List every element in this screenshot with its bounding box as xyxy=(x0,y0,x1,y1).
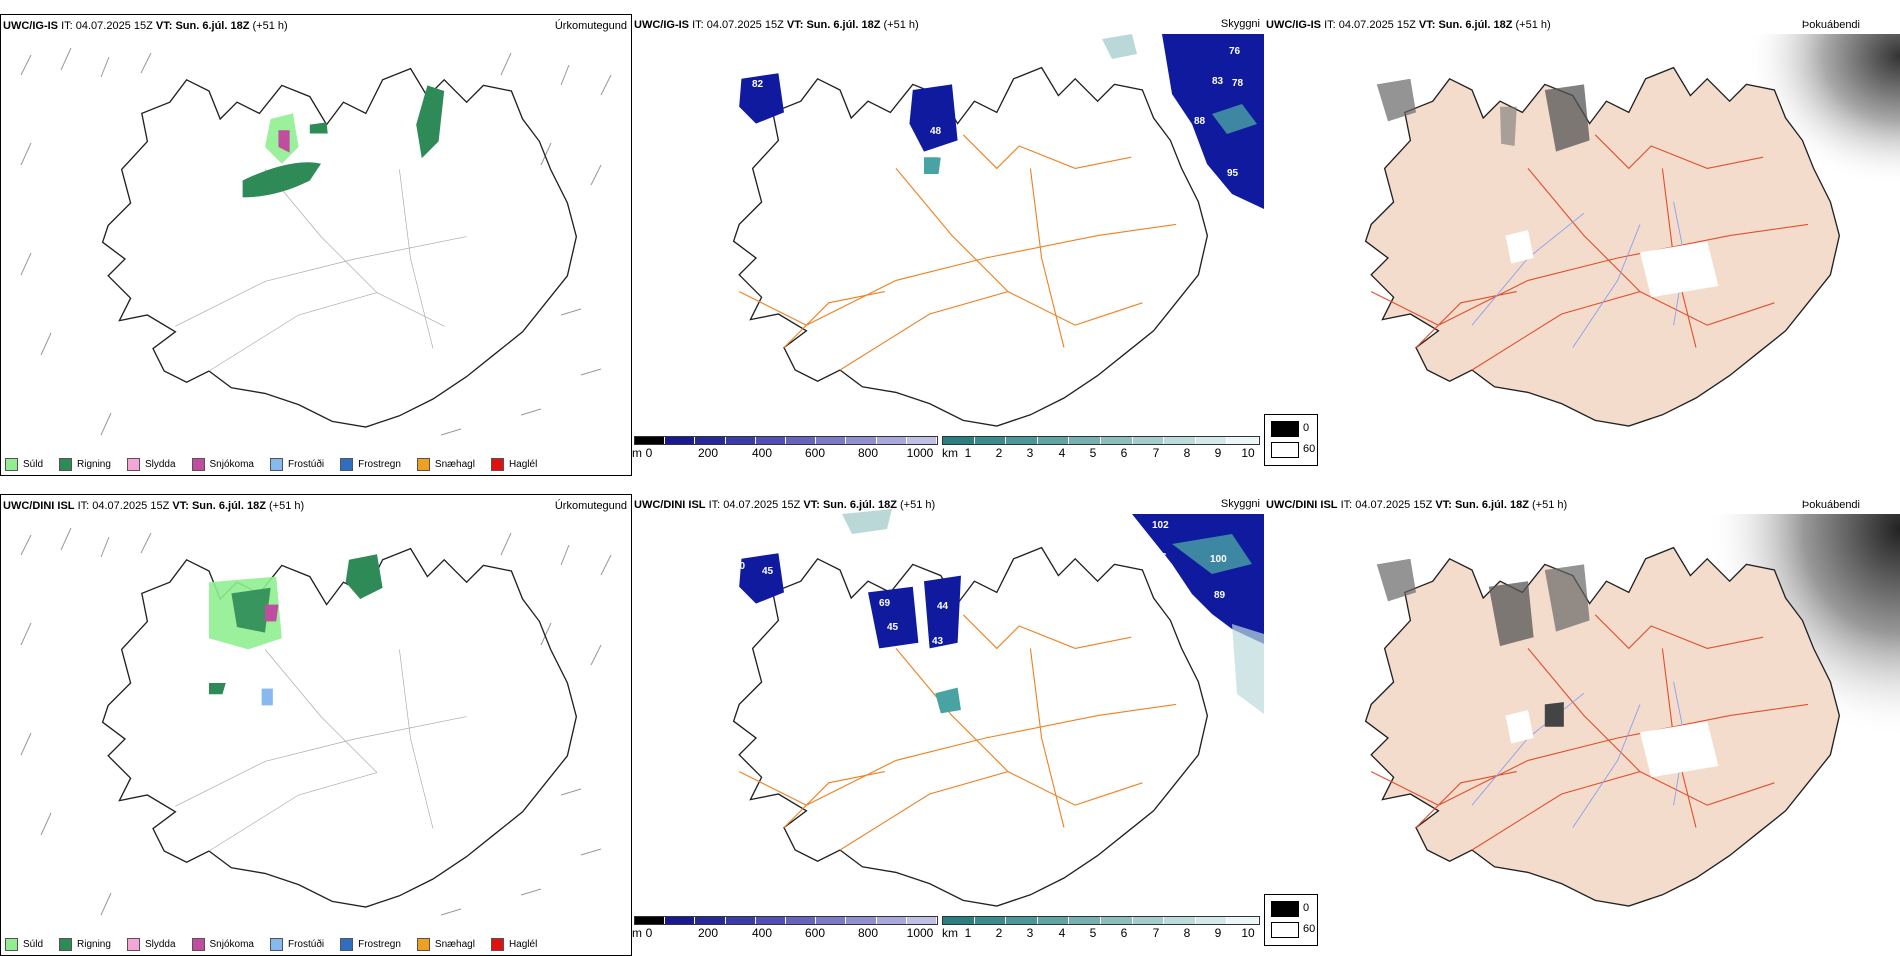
legend-item-snjokoma: Snjókoma xyxy=(191,938,254,951)
fog-map xyxy=(1364,34,1900,427)
product-title: Þokuábendi xyxy=(1801,19,1860,31)
svg-text:48: 48 xyxy=(930,126,942,137)
product-title: Þokuábendi xyxy=(1801,499,1860,511)
legend-item-sudl: Súld xyxy=(5,458,43,471)
svg-text:83: 83 xyxy=(1212,76,1224,87)
svg-text:85: 85 xyxy=(1192,628,1204,639)
visibility-panel-row1: UWC/IG-IS IT: 04.07.2025 15Z VT: Sun. 6.… xyxy=(632,14,1264,476)
fog-legend-label: 60 xyxy=(1303,923,1316,935)
legend-item-frostregn: Frostregn xyxy=(340,458,401,471)
legend-item-snjokoma: Snjókoma xyxy=(191,458,254,471)
svg-text:45: 45 xyxy=(887,622,899,633)
svg-text:45: 45 xyxy=(762,566,774,577)
fog-legend-label: 60 xyxy=(1303,443,1316,455)
fog-map xyxy=(1364,514,1900,907)
fog-panel-row2: UWC/DINI ISL IT: 04.07.2025 15Z VT: Sun.… xyxy=(1264,494,1900,956)
fog-legend-swatch-light xyxy=(1271,922,1299,938)
svg-text:39: 39 xyxy=(782,82,794,93)
legend-item-frostudi: Frostúði xyxy=(269,938,324,951)
fog-legend: 0 60 xyxy=(1264,414,1318,466)
fog-legend-swatch-light xyxy=(1271,442,1299,458)
colorbar-unit: m xyxy=(632,446,642,460)
legend-item-frostudi: Frostúði xyxy=(269,458,324,471)
legend-item-snaehagl: Snæhagl xyxy=(416,458,475,471)
fog-legend-label: 0 xyxy=(1303,422,1310,434)
svg-text:80: 80 xyxy=(943,728,955,739)
svg-text:95: 95 xyxy=(1227,168,1239,179)
panel-header: UWC/DINI ISL IT: 04.07.2025 15Z VT: Sun.… xyxy=(1266,499,1568,511)
colorbar-unit: km xyxy=(942,926,958,940)
svg-text:44: 44 xyxy=(937,601,949,612)
product-title: Skyggni xyxy=(1220,18,1260,30)
visibility-map: 76 83 78 88 95 82 39 88 42 48 xyxy=(732,34,1264,427)
panel-header: UWC/IG-IS IT: 04.07.2025 15Z VT: Sun. 6.… xyxy=(634,19,919,31)
colorbar-strip xyxy=(942,436,1260,445)
svg-text:43: 43 xyxy=(932,636,944,647)
fog-legend-label: 0 xyxy=(1303,902,1310,914)
precip-map xyxy=(20,47,612,436)
svg-text:60: 60 xyxy=(917,643,929,654)
product-title: Skyggni xyxy=(1220,498,1260,510)
legend-item-rigning: Rigning xyxy=(59,458,111,471)
product-title: Úrkomutegund xyxy=(554,20,627,32)
colorbar-strip xyxy=(942,916,1260,925)
colorbar-strip xyxy=(634,436,938,445)
colorbar-strip xyxy=(634,916,938,925)
colorbar-unit: km xyxy=(942,446,958,460)
panel-header: UWC/IG-IS IT: 04.07.2025 15Z VT: Sun. 6.… xyxy=(1266,19,1551,31)
panel-header: UWC/DINI ISL IT: 04.07.2025 15Z VT: Sun.… xyxy=(634,499,936,511)
precip-legend: Súld Rigning Slydda Snjókoma Frostúði Fr… xyxy=(5,938,537,951)
fog-legend-swatch-dark xyxy=(1271,901,1299,917)
svg-text:42: 42 xyxy=(938,151,950,162)
fog-panel-row1: UWC/IG-IS IT: 04.07.2025 15Z VT: Sun. 6.… xyxy=(1264,14,1900,476)
precip-panel-row2: UWC/DINI ISL IT: 04.07.2025 15Z VT: Sun.… xyxy=(0,494,632,956)
visibility-panel-row2: UWC/DINI ISL IT: 04.07.2025 15Z VT: Sun.… xyxy=(632,494,1264,956)
svg-text:102: 102 xyxy=(1152,520,1169,531)
legend-item-frostregn: Frostregn xyxy=(340,938,401,951)
product-title: Úrkomutegund xyxy=(554,500,627,512)
precip-legend: Súld Rigning Slydda Snjókoma Frostúði Fr… xyxy=(5,458,537,471)
svg-text:70: 70 xyxy=(734,561,746,572)
panel-header: UWC/IG-IS IT: 04.07.2025 15Z VT: Sun. 6.… xyxy=(3,20,288,32)
fog-legend: 0 60 xyxy=(1264,894,1318,946)
legend-item-slydda: Slydda xyxy=(126,458,176,471)
svg-text:76: 76 xyxy=(1229,46,1241,57)
fog-legend-swatch-dark xyxy=(1271,421,1299,437)
colorbar-unit: m xyxy=(632,926,642,940)
svg-text:88: 88 xyxy=(788,113,800,124)
precip-panel-row1: UWC/IG-IS IT: 04.07.2025 15Z VT: Sun. 6.… xyxy=(0,14,632,476)
legend-item-snaehagl: Snæhagl xyxy=(416,938,475,951)
legend-item-rigning: Rigning xyxy=(59,938,111,951)
svg-text:88: 88 xyxy=(1194,116,1206,127)
precip-map xyxy=(20,527,612,916)
legend-item-haglel: Haglél xyxy=(490,938,537,951)
visibility-map: 102 106 100 141 89 85 70 45 69 45 44 43 … xyxy=(732,509,1264,907)
svg-text:89: 89 xyxy=(1214,590,1226,601)
svg-text:69: 69 xyxy=(879,598,891,609)
legend-item-slydda: Slydda xyxy=(126,938,176,951)
svg-text:100: 100 xyxy=(1210,554,1227,565)
legend-item-haglel: Haglél xyxy=(490,458,537,471)
svg-text:141: 141 xyxy=(1162,594,1179,605)
legend-item-sudl: Súld xyxy=(5,938,43,951)
svg-text:106: 106 xyxy=(1150,552,1167,563)
svg-text:78: 78 xyxy=(1232,78,1244,89)
panel-header: UWC/DINI ISL IT: 04.07.2025 15Z VT: Sun.… xyxy=(3,500,305,512)
svg-text:82: 82 xyxy=(752,79,764,90)
